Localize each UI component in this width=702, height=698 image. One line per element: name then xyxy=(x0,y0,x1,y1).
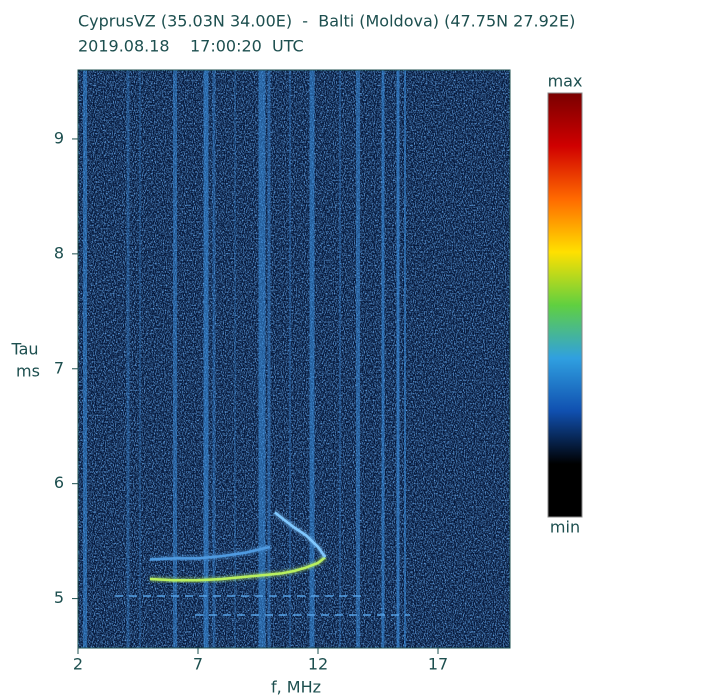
interference-streak xyxy=(203,70,209,648)
y-axis-label: Tau xyxy=(10,340,38,359)
interference-streak xyxy=(126,70,130,648)
colorbar-max-label: max xyxy=(548,72,583,91)
interference-streak xyxy=(258,70,266,648)
interference-streak xyxy=(212,70,216,648)
interference-streak xyxy=(339,70,341,648)
x-tick-label: 2 xyxy=(73,655,83,674)
y-tick-label: 6 xyxy=(54,473,64,492)
y-tick-label: 7 xyxy=(54,358,64,377)
y-axis-unit: ms xyxy=(16,362,40,381)
interference-lines xyxy=(83,70,410,648)
trace xyxy=(149,545,271,561)
chart-subtitle: 2019.08.18 17:00:20 UTC xyxy=(78,37,304,56)
colorbar xyxy=(547,92,583,518)
y-tick-label: 8 xyxy=(54,243,64,262)
interference-streak xyxy=(404,70,406,648)
plot-area xyxy=(149,510,328,583)
interference-streak xyxy=(356,70,360,648)
y-tick-label: 5 xyxy=(54,588,64,607)
x-tick-label: 7 xyxy=(193,655,203,674)
x-tick-label: 12 xyxy=(308,655,328,674)
interference-streak xyxy=(83,70,87,648)
chart-title: CyprusVZ (35.03N 34.00E) - Balti (Moldov… xyxy=(78,12,575,31)
x-tick-label: 17 xyxy=(428,655,448,674)
interference-streak xyxy=(173,70,177,648)
noise-texture xyxy=(78,70,510,648)
y-tick-label: 9 xyxy=(54,128,64,147)
colorbar-min-label: min xyxy=(550,518,580,537)
interference-streak xyxy=(381,70,385,648)
plot-frame xyxy=(77,69,511,649)
trace xyxy=(149,556,326,582)
interference-streak xyxy=(396,70,400,648)
interference-streak xyxy=(289,70,291,648)
x-axis-label: f, MHz xyxy=(271,678,321,697)
interference-streak xyxy=(234,70,236,648)
trace xyxy=(274,511,327,558)
interference-streak xyxy=(139,70,141,648)
interference-streak xyxy=(267,70,271,648)
interference-streak xyxy=(309,70,315,648)
